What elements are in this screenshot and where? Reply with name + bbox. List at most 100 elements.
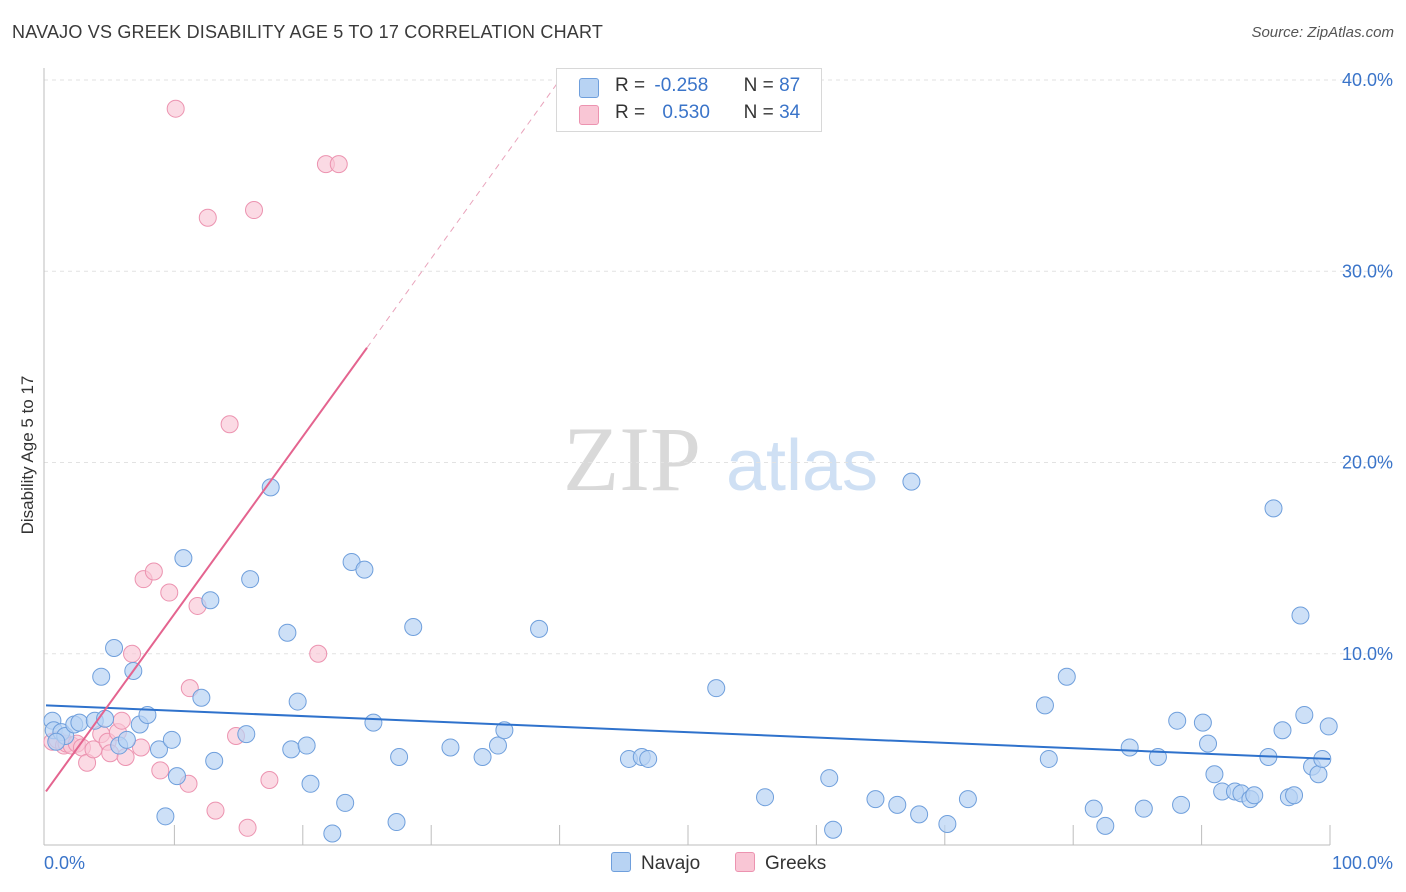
navajo-point bbox=[495, 721, 514, 740]
x-tick-label-min: 0.0% bbox=[44, 853, 85, 873]
greeks-trend-line bbox=[45, 347, 368, 793]
navajo-point bbox=[241, 570, 260, 589]
navajo-point bbox=[1084, 799, 1103, 818]
navajo-point bbox=[1193, 713, 1212, 732]
navajo-point bbox=[1168, 711, 1187, 730]
navajo-legend-label: Navajo bbox=[641, 853, 701, 874]
navajo-point bbox=[282, 740, 301, 759]
navajo-point bbox=[1035, 696, 1054, 715]
navajo-point bbox=[192, 688, 211, 707]
greeks-point bbox=[220, 415, 239, 434]
navajo-point bbox=[1199, 734, 1218, 753]
navajo-point bbox=[1273, 721, 1292, 740]
navajo-point bbox=[105, 639, 124, 658]
greeks-point bbox=[260, 770, 279, 789]
navajo-point bbox=[355, 560, 374, 579]
y-axis-label: Disability Age 5 to 17 bbox=[18, 375, 37, 535]
navajo-point bbox=[1134, 799, 1153, 818]
navajo-point bbox=[866, 790, 885, 809]
axes bbox=[43, 68, 1331, 846]
navajo-point bbox=[336, 793, 355, 812]
greeks-point bbox=[151, 761, 170, 780]
navajo-point bbox=[364, 713, 383, 732]
gridlines bbox=[44, 79, 1392, 655]
legend-item-greeks: Greeks bbox=[735, 852, 826, 875]
greeks-point bbox=[329, 155, 348, 174]
navajo-point bbox=[1319, 717, 1338, 736]
navajo-point bbox=[167, 767, 186, 786]
greeks-swatch bbox=[579, 105, 599, 125]
navajo-point bbox=[149, 740, 168, 759]
navajo-point bbox=[70, 713, 89, 732]
navajo-point bbox=[473, 748, 492, 767]
greeks-point bbox=[160, 583, 179, 602]
correlation-legend: R = -0.258 N = 87 R = 0.530 N = 34 bbox=[556, 68, 822, 132]
navajo-point bbox=[1309, 765, 1328, 784]
navajo-point bbox=[888, 795, 907, 814]
greeks-point bbox=[132, 738, 151, 757]
navajo-point bbox=[201, 591, 220, 610]
navajo-point bbox=[1295, 705, 1314, 724]
navajo-point bbox=[1120, 738, 1139, 757]
greeks-legend-swatch bbox=[735, 852, 755, 872]
navajo-point bbox=[902, 472, 921, 491]
navajo-point bbox=[261, 478, 280, 497]
legend-item-navajo: Navajo bbox=[611, 852, 700, 875]
navajo-point bbox=[1039, 749, 1058, 768]
greeks-point bbox=[206, 801, 225, 820]
greeks-point bbox=[166, 99, 185, 118]
x-tick-label-max: 100.0% bbox=[1332, 853, 1393, 873]
navajo-point bbox=[404, 617, 423, 636]
navajo-n-value: 87 bbox=[779, 75, 801, 96]
tick-labels: 10.0% 20.0% 30.0% 40.0% 0.0% 100.0% bbox=[44, 70, 1393, 873]
watermark-zip: ZIP bbox=[563, 408, 701, 510]
navajo-r-value: -0.258 bbox=[654, 75, 709, 96]
navajo-point bbox=[910, 805, 929, 824]
greeks-point bbox=[112, 711, 131, 730]
navajo-point bbox=[297, 736, 316, 755]
trend-lines bbox=[45, 79, 1331, 793]
navajo-point bbox=[639, 749, 658, 768]
navajo-point bbox=[47, 732, 66, 751]
navajo-point bbox=[958, 790, 977, 809]
greeks-r-label: R = bbox=[615, 102, 646, 123]
greeks-point bbox=[238, 818, 257, 837]
navajo-point bbox=[1264, 499, 1283, 518]
y-tick-label-10: 10.0% bbox=[1342, 644, 1393, 664]
greeks-point bbox=[245, 201, 264, 220]
navajo-point bbox=[441, 738, 460, 757]
navajo-point bbox=[1205, 765, 1224, 784]
navajo-legend-swatch bbox=[611, 852, 631, 872]
greeks-trend-extension bbox=[366, 79, 561, 349]
navajo-point bbox=[1172, 795, 1191, 814]
navajo-point bbox=[237, 725, 256, 744]
navajo-point bbox=[1291, 606, 1310, 625]
navajo-point bbox=[820, 769, 839, 788]
navajo-point bbox=[301, 774, 320, 793]
navajo-point bbox=[1285, 786, 1304, 805]
source-label: Source: ZipAtlas.com bbox=[1251, 24, 1394, 41]
navajo-point bbox=[938, 814, 957, 833]
navajo-r-label: R = bbox=[615, 75, 646, 96]
navajo-point bbox=[288, 692, 307, 711]
greeks-legend-label: Greeks bbox=[765, 853, 827, 874]
y-tick-label-30: 30.0% bbox=[1342, 261, 1393, 281]
navajo-point bbox=[1057, 667, 1076, 686]
navajo-point bbox=[1245, 786, 1264, 805]
navajo-n-label: N = bbox=[743, 75, 774, 96]
greeks-point bbox=[309, 644, 328, 663]
watermark: ZIP atlas bbox=[563, 408, 878, 510]
navajo-point bbox=[278, 623, 297, 642]
watermark-atlas: atlas bbox=[726, 426, 878, 506]
navajo-point bbox=[756, 788, 775, 807]
greeks-n-label: N = bbox=[743, 102, 774, 123]
navajo-point bbox=[824, 820, 843, 839]
navajo-point bbox=[117, 730, 136, 749]
greeks-point bbox=[123, 644, 142, 663]
y-tick-label-20: 20.0% bbox=[1342, 453, 1393, 473]
greeks-n-value: 34 bbox=[779, 102, 801, 123]
greeks-point bbox=[198, 208, 217, 227]
greeks-r-value: 0.530 bbox=[662, 102, 710, 123]
greeks-point bbox=[84, 740, 103, 759]
navajo-point bbox=[174, 549, 193, 568]
